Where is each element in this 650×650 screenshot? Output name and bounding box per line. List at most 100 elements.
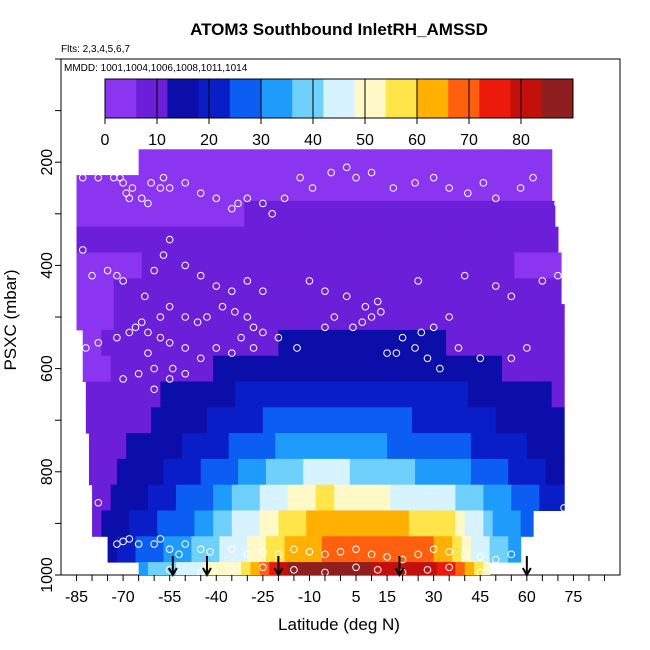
heatmap-cell <box>85 252 96 279</box>
heatmap-cell <box>470 536 481 563</box>
heatmap-cell <box>427 329 438 357</box>
heatmap-cell <box>222 149 233 176</box>
heatmap-cell <box>250 329 261 357</box>
heatmap-cell <box>166 484 177 511</box>
sample-point <box>156 184 165 192</box>
colorbar: 0 10 20 30 40 50 60 70 80 <box>101 78 574 149</box>
heatmap-cell <box>498 433 509 460</box>
heatmap-cell <box>523 278 534 305</box>
heatmap-cell <box>169 200 180 228</box>
heatmap-cell <box>172 536 183 563</box>
heatmap-cell <box>160 226 171 253</box>
x-tick-label: 60 <box>518 589 536 606</box>
heatmap-cell <box>141 200 152 228</box>
heatmap-cell <box>495 252 506 279</box>
heatmap-cell <box>247 458 258 486</box>
heatmap-cell <box>157 484 168 511</box>
heatmap-cell <box>300 175 311 202</box>
heatmap-cell <box>154 433 165 460</box>
sample-point <box>491 282 500 290</box>
sample-point <box>367 168 376 177</box>
heatmap-cell <box>222 329 233 357</box>
heatmap-cell <box>433 458 444 486</box>
heatmap-cell <box>297 329 307 357</box>
sample-point <box>280 194 289 203</box>
heatmap-cell <box>505 252 516 279</box>
heatmap-cell <box>175 149 186 176</box>
heatmap-cell <box>213 149 224 176</box>
heatmap-cell <box>542 252 553 279</box>
heatmap-cell <box>393 304 404 331</box>
heatmap-cell <box>188 381 199 408</box>
heatmap-cell <box>477 252 488 279</box>
heatmap-cell <box>300 226 311 253</box>
heatmap-cell <box>452 458 463 486</box>
heatmap-cell <box>88 433 99 460</box>
heatmap-cell <box>337 226 348 253</box>
heatmap-cell <box>182 433 193 460</box>
sample-point <box>296 173 304 182</box>
heatmap-cell <box>548 329 559 357</box>
heatmap-cell <box>126 458 137 486</box>
heatmap-cell <box>275 536 286 563</box>
heatmap-cell <box>551 200 556 228</box>
heatmap-cell <box>421 200 432 228</box>
sample-point <box>414 550 422 559</box>
heatmap-cell <box>356 407 366 434</box>
heatmap-cell <box>430 226 441 253</box>
heatmap-cell <box>371 562 382 575</box>
heatmap-cell <box>315 484 326 511</box>
heatmap-cell <box>352 510 363 537</box>
sample-point <box>82 344 90 352</box>
heatmap-cell <box>104 200 115 228</box>
heatmap-cell <box>324 510 335 537</box>
heatmap-cell <box>179 175 189 202</box>
heatmap-cell <box>324 484 335 511</box>
heatmap-cell <box>234 252 245 279</box>
heatmap-cell <box>442 458 453 486</box>
heatmap-cell <box>206 278 217 305</box>
heatmap-cell <box>113 200 124 228</box>
heatmap-cell <box>402 304 413 331</box>
heatmap-cell <box>511 510 522 537</box>
heatmap-cell <box>169 381 180 408</box>
heatmap-cell <box>300 381 311 408</box>
heatmap-cell <box>505 175 516 202</box>
heatmap-cell <box>377 458 388 486</box>
heatmap-cell <box>241 510 252 537</box>
sample-point <box>507 292 516 301</box>
heatmap-cell <box>477 175 488 202</box>
heatmap-cell <box>300 304 311 331</box>
heatmap-cell <box>458 381 469 408</box>
heatmap-cell <box>113 381 124 408</box>
heatmap-cell <box>474 355 484 382</box>
heatmap-cell <box>303 458 314 486</box>
sample-point <box>196 271 205 280</box>
heatmap-cell <box>104 304 115 331</box>
heatmap-cell <box>467 304 478 331</box>
sample-point <box>150 364 158 373</box>
heatmap-cell <box>356 304 366 331</box>
heatmap-cell <box>225 200 236 228</box>
heatmap-cell <box>356 175 366 202</box>
heatmap-cell <box>449 407 460 434</box>
heatmap-cell <box>101 484 112 511</box>
sample-point <box>423 354 432 363</box>
heatmap-cell <box>175 329 186 357</box>
colorbar-swatch <box>105 79 137 118</box>
heatmap-cell <box>467 252 478 279</box>
heatmap-cell <box>554 458 565 486</box>
heatmap-cell <box>269 510 279 537</box>
heatmap-cell <box>138 355 149 382</box>
heatmap-cell <box>383 200 394 228</box>
heatmap-cell <box>396 536 407 563</box>
heatmap-cell <box>362 510 373 537</box>
heatmap-cell <box>505 304 516 331</box>
sample-point <box>411 179 419 187</box>
heatmap-cell <box>533 252 543 279</box>
heatmap-cell <box>157 510 168 537</box>
heatmap-cell <box>520 355 531 382</box>
heatmap-cell <box>129 355 140 382</box>
heatmap-cell <box>216 407 227 434</box>
heatmap-cell <box>95 407 106 434</box>
